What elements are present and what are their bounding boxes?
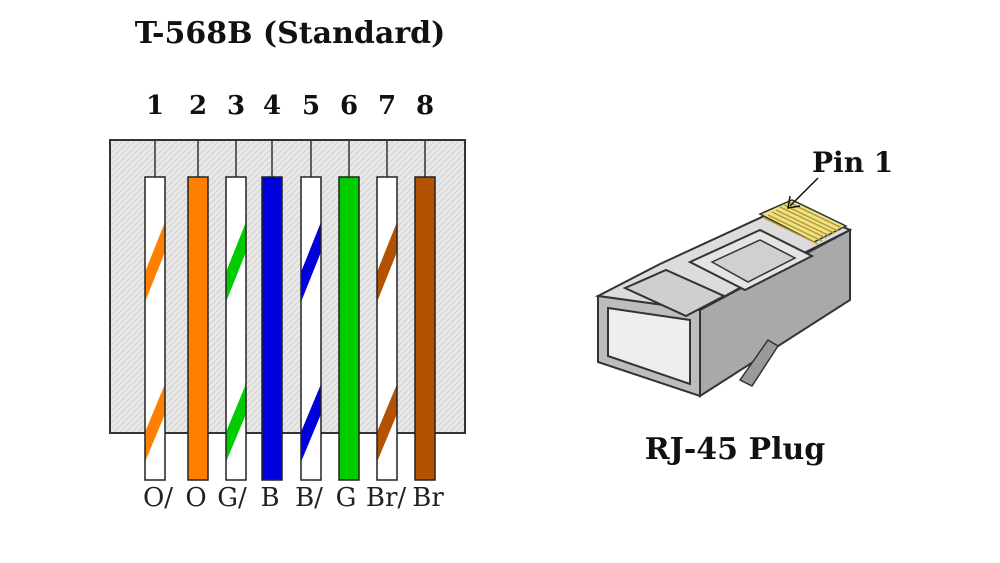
pin1-label: Pin 1: [812, 146, 894, 179]
pin1-arrow-head: [787, 195, 801, 209]
wire-label-7: Br/: [366, 483, 407, 513]
wire-labels: O/O G/B B/G Br/Br: [143, 483, 444, 513]
pin-number-4: 4: [263, 91, 281, 121]
plug-ridge-inner: [710, 239, 797, 283]
plug-locking-tab: [738, 338, 780, 387]
pin-leads: [154, 140, 426, 177]
connector-panel: [109, 139, 466, 434]
plug-latch-window: [622, 268, 727, 318]
wire-label-1: O/: [143, 483, 173, 513]
pin-number-2: 2: [189, 91, 207, 121]
plug-opening: [607, 306, 691, 386]
wires: [144, 176, 436, 481]
wire-3: [225, 176, 247, 481]
wire-1: [144, 176, 166, 481]
rj45-plug-illustration: [594, 177, 853, 398]
wire-8: [414, 176, 436, 481]
rj45-plug-label: RJ-45 Plug: [644, 432, 826, 467]
wire-7: [376, 176, 398, 481]
wire-label-3: G/: [217, 483, 247, 513]
pin-number-3: 3: [227, 91, 245, 121]
pin-number-8: 8: [416, 91, 434, 121]
pin-number-1: 1: [146, 91, 164, 121]
wire-4: [261, 176, 283, 481]
wire-label-4: B: [260, 483, 279, 513]
pin-number-5: 5: [302, 91, 320, 121]
wire-2: [187, 176, 209, 481]
wire-label-8: Br: [412, 483, 444, 513]
wire-label-5: B/: [295, 483, 323, 513]
wire-5: [300, 176, 322, 481]
wire-6: [338, 176, 360, 481]
page-title: T-568B (Standard): [134, 16, 446, 51]
pin1-arrow-line: [789, 177, 819, 207]
pin-number-7: 7: [378, 91, 396, 121]
wire-label-2: O: [185, 483, 206, 513]
wire-label-6: G: [336, 483, 357, 513]
pin-number-6: 6: [340, 91, 358, 121]
